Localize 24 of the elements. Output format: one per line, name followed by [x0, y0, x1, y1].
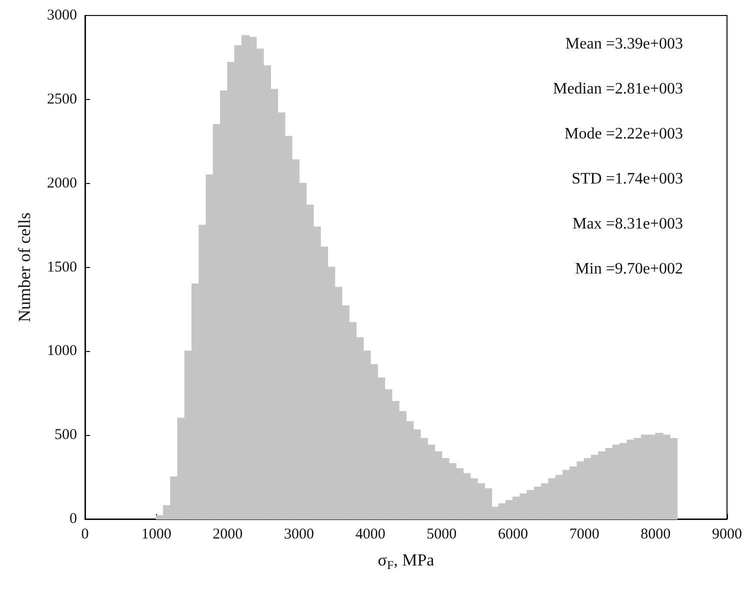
x-tick-label: 9000 — [712, 526, 742, 542]
annotation: Mean =3.39e+003 — [565, 36, 683, 52]
x-tick-label: 7000 — [569, 526, 600, 542]
annotation: Max =8.31e+003 — [572, 216, 684, 232]
annotation: Median =2.81e+003 — [552, 80, 684, 98]
x-tick-label: 8000 — [640, 526, 671, 542]
annotation: Min =9.70e+002 — [575, 260, 684, 278]
annotation: Mode =2.22e+003 — [564, 126, 684, 142]
x-tick-label: 4000 — [355, 526, 386, 542]
x-tick-label: 3000 — [284, 526, 314, 542]
y-tick-label: 500 — [54, 427, 77, 444]
y-tick-label: 0 — [70, 511, 77, 527]
annotation: STD =1.74e+003 — [572, 170, 683, 188]
y-tick-label: 3000 — [47, 8, 77, 24]
x-tick-label: 2000 — [212, 526, 243, 542]
x-tick-label: 5000 — [426, 526, 457, 542]
y-tick-label: 2500 — [47, 91, 77, 108]
y-tick-label: 1500 — [47, 259, 77, 276]
y-axis-title: Number of cells — [15, 212, 34, 322]
x-tick-label: 0 — [81, 526, 89, 542]
x-tick-label: 6000 — [498, 526, 528, 542]
y-tick-label: 1000 — [47, 343, 77, 360]
y-tick-label: 2000 — [47, 175, 77, 192]
x-tick-label: 1000 — [141, 526, 172, 542]
